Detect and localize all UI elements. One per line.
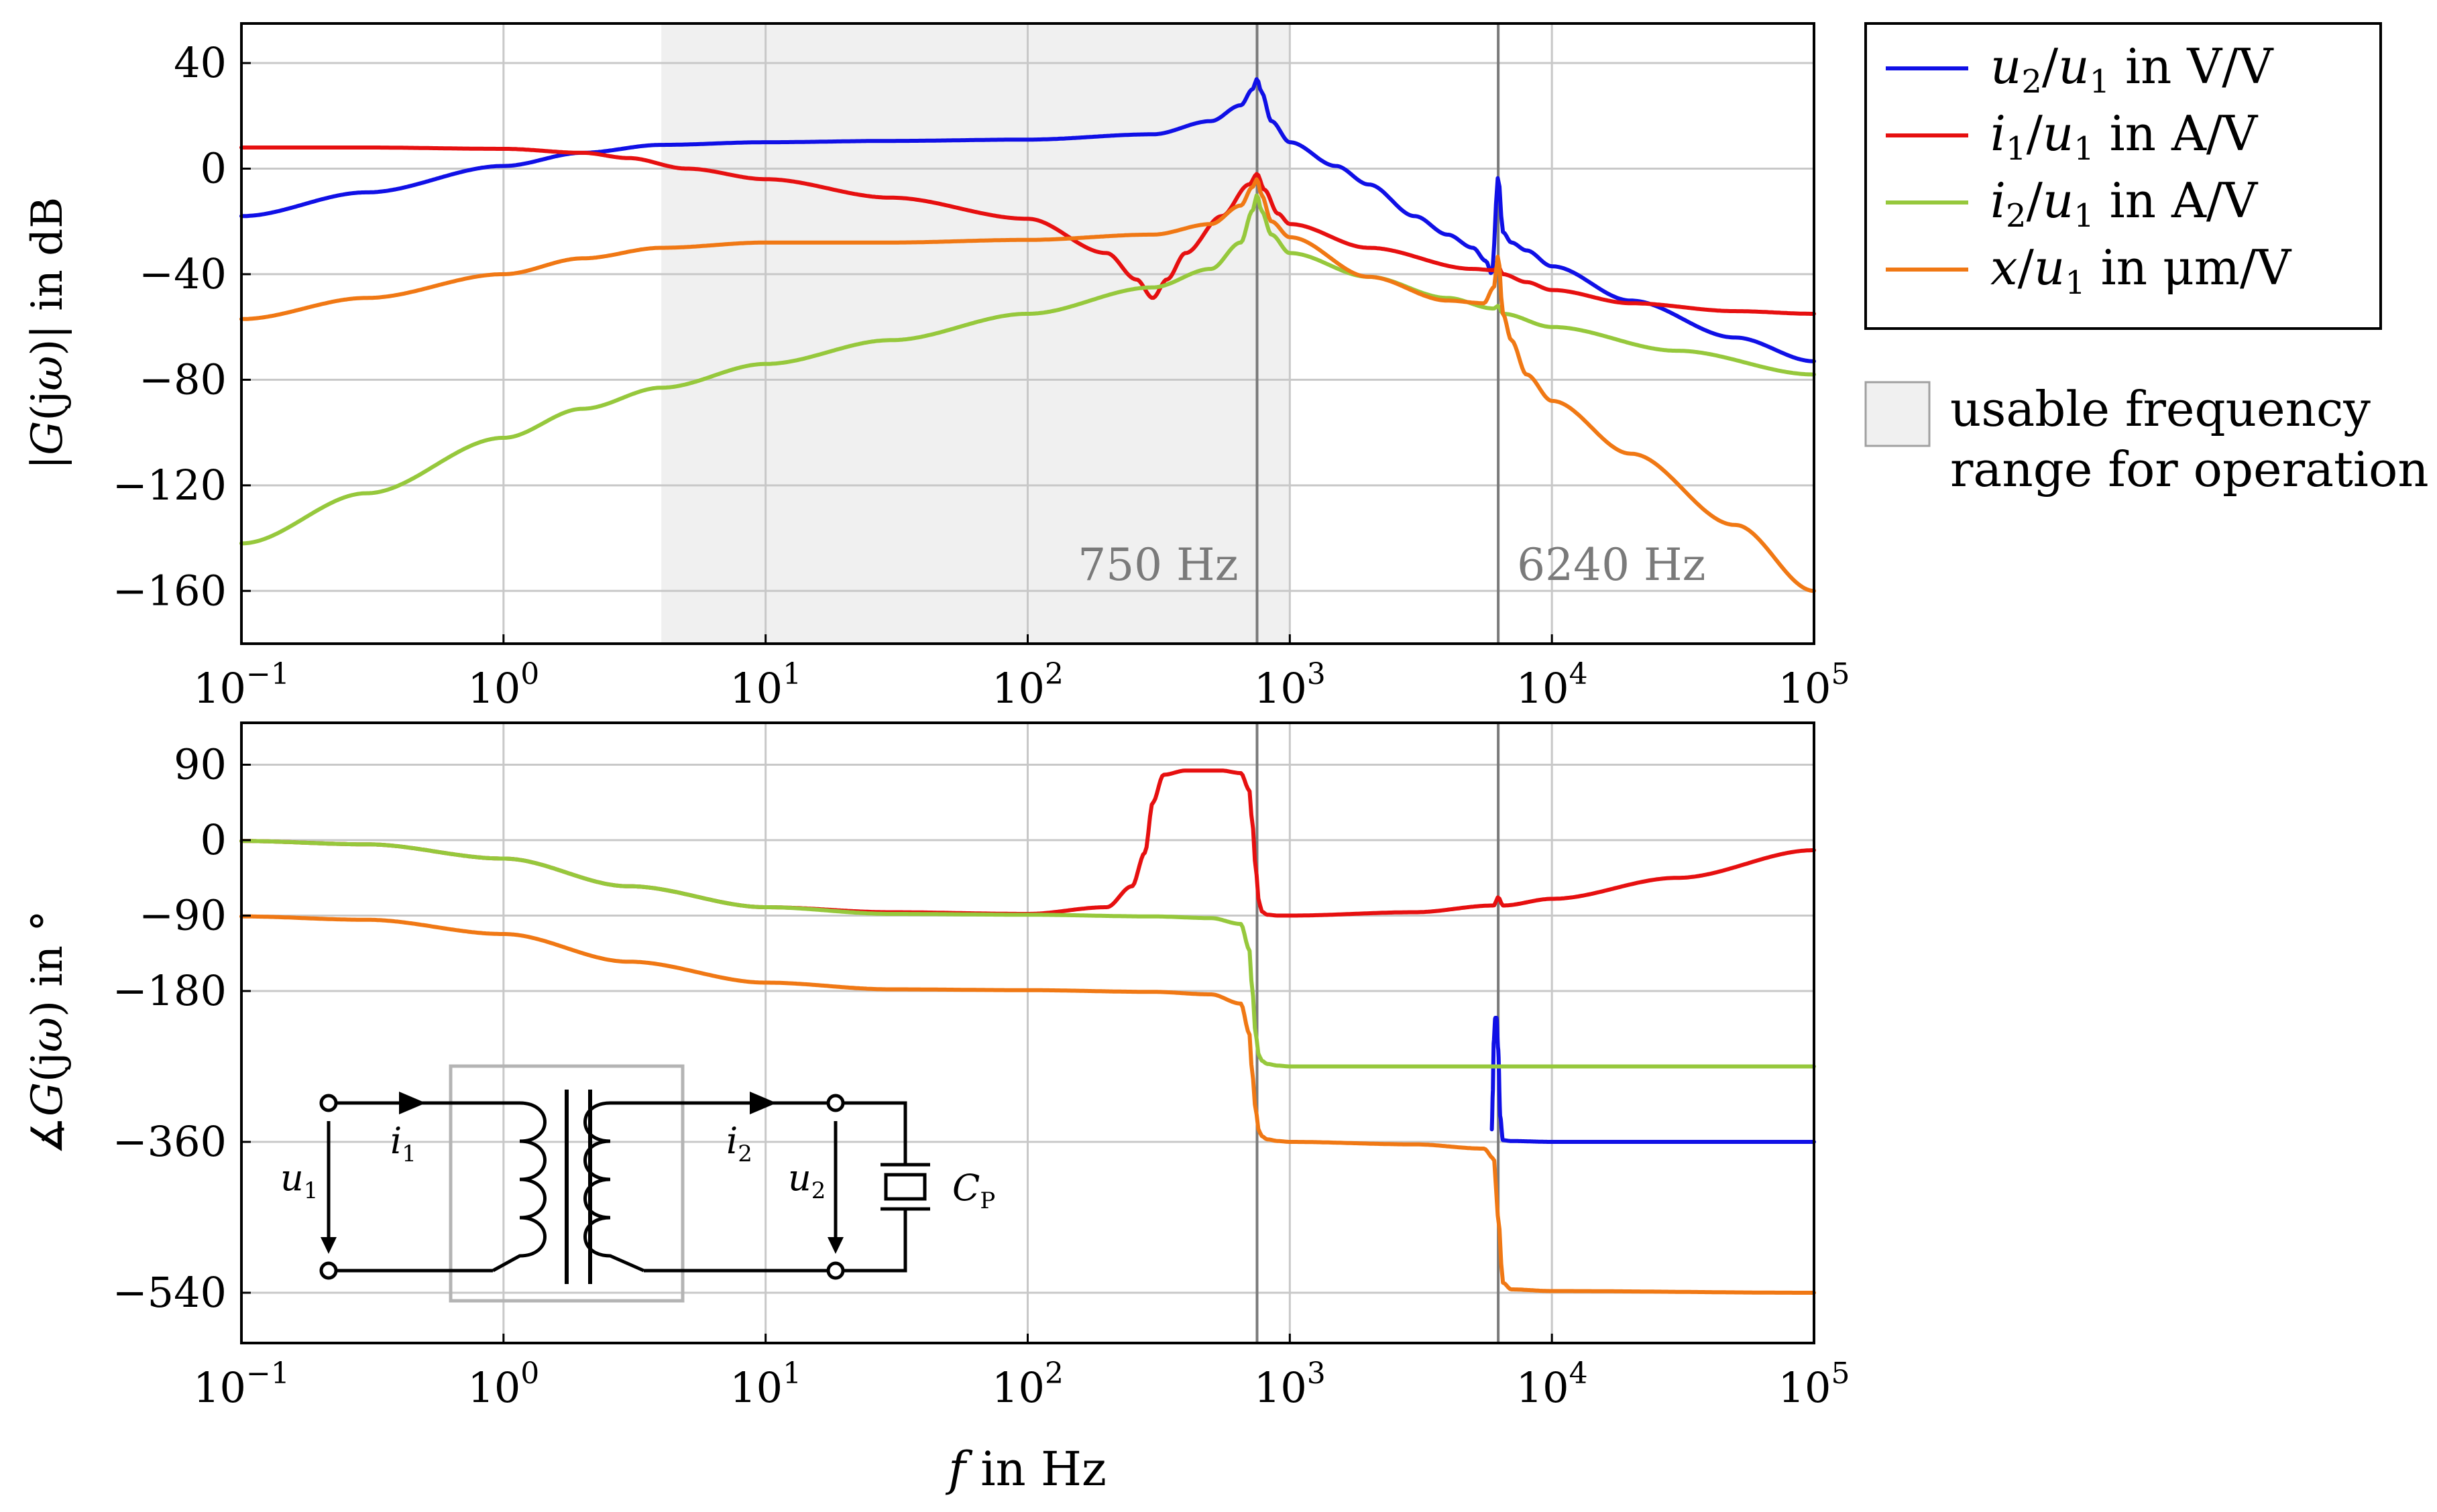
ph-xtick-label: 10−1	[193, 1356, 290, 1412]
shade-legend-swatch	[1864, 381, 1931, 447]
marker-label-0: 750 Hz	[1078, 539, 1238, 591]
frequency-axis-label: f in Hz	[945, 1442, 1107, 1497]
mag-ytick-label: 40	[174, 38, 227, 87]
ph-ytick-label: −360	[113, 1117, 227, 1166]
ph-ytick-label: 90	[174, 740, 227, 789]
shade-legend-line1: usable frequency	[1950, 381, 2371, 437]
legend-label-1: i1/u1 in A/V	[1990, 105, 2259, 168]
mag-ytick-label: −120	[113, 461, 227, 510]
marker-label-1: 6240 Hz	[1517, 539, 1705, 591]
phase-panel: 90 0 −90 −180 −360 −540 10−1 100 101 102 103 104 10…	[23, 721, 1850, 1497]
ph-xtick-label: 104	[1516, 1356, 1588, 1412]
magnitude-panel: 40 0 −40 −80 −120 −160 10−1 100 101 102 103 104 105…	[23, 22, 1850, 713]
label-cp: CP	[952, 1167, 995, 1214]
mag-curve-2	[239, 193, 1816, 546]
mag-ytick-label: 0	[201, 143, 227, 192]
mag-curve-1	[239, 146, 1816, 316]
legend: u2/u1 in V/Vi1/u1 in A/Vi2/u1 in A/Vx/u1…	[1864, 22, 2429, 498]
label-u2: u2	[788, 1157, 826, 1204]
cap-piezo-body	[884, 1173, 927, 1201]
ph-ytick-label: −540	[113, 1268, 227, 1317]
shade-legend-line2: range for operation	[1950, 441, 2429, 498]
secondary-coil	[583, 1101, 645, 1273]
transformer-circuit-inset: i1 i2 u1 u2 CP	[280, 1064, 995, 1303]
label-i1: i1	[390, 1120, 416, 1167]
cap-bottom-wire	[843, 1209, 907, 1273]
legend-label-2: i2/u1 in A/V	[1990, 172, 2259, 235]
primary-coil	[492, 1101, 547, 1273]
terminal-2a	[826, 1094, 845, 1112]
ph-xtick-label: 103	[1254, 1356, 1326, 1412]
mag-xtick-label: 104	[1516, 657, 1588, 713]
ph-xtick-label: 102	[992, 1356, 1064, 1412]
u2-arrow-head	[828, 1237, 844, 1254]
ph-xtick-label: 100	[467, 1356, 539, 1412]
ph-xtick-label: 101	[730, 1356, 801, 1412]
legend-label-0: u2/u1 in V/V	[1990, 38, 2275, 101]
ph-xtick-label: 105	[1778, 1356, 1850, 1412]
ph-ytick-label: 0	[201, 815, 227, 864]
mag-xtick-label: 10−1	[193, 657, 290, 713]
mag-curve-0	[239, 77, 1816, 363]
transformer-box	[449, 1064, 685, 1303]
mag-xtick-label: 103	[1254, 657, 1326, 713]
terminal-1a	[319, 1094, 338, 1112]
ph-ytick-label: −180	[113, 966, 227, 1015]
i2-arrow	[750, 1092, 777, 1114]
magnitude-y-axis-label: |G(jω)| in dB	[23, 197, 72, 470]
ph-curve-0	[1489, 1016, 1816, 1144]
mag-ytick-label: −40	[139, 249, 227, 298]
u1-arrow-head	[321, 1237, 337, 1254]
mag-ytick-label: −160	[113, 566, 227, 615]
cap-top-wire	[843, 1101, 907, 1165]
ph-curve-3	[239, 914, 1816, 1295]
mag-xtick-label: 105	[1778, 657, 1850, 713]
legend-box	[1864, 22, 2382, 330]
ph-curve-2	[239, 839, 1816, 1069]
mag-curve-3	[239, 177, 1816, 593]
terminal-2b	[826, 1261, 845, 1280]
legend-label-3: x/u1 in μm/V	[1990, 239, 2292, 302]
terminal-1b	[319, 1261, 338, 1280]
mag-xtick-label: 102	[992, 657, 1064, 713]
label-i2: i2	[726, 1120, 752, 1167]
mag-xtick-label: 101	[730, 657, 801, 713]
i1-arrow	[399, 1092, 426, 1114]
ph-ytick-label: −90	[139, 891, 227, 940]
mag-ytick-label: −80	[139, 355, 227, 404]
label-u1: u1	[280, 1157, 318, 1204]
mag-xtick-label: 100	[467, 657, 539, 713]
phase-y-axis-label: ∡G(jω) in °	[23, 911, 72, 1155]
